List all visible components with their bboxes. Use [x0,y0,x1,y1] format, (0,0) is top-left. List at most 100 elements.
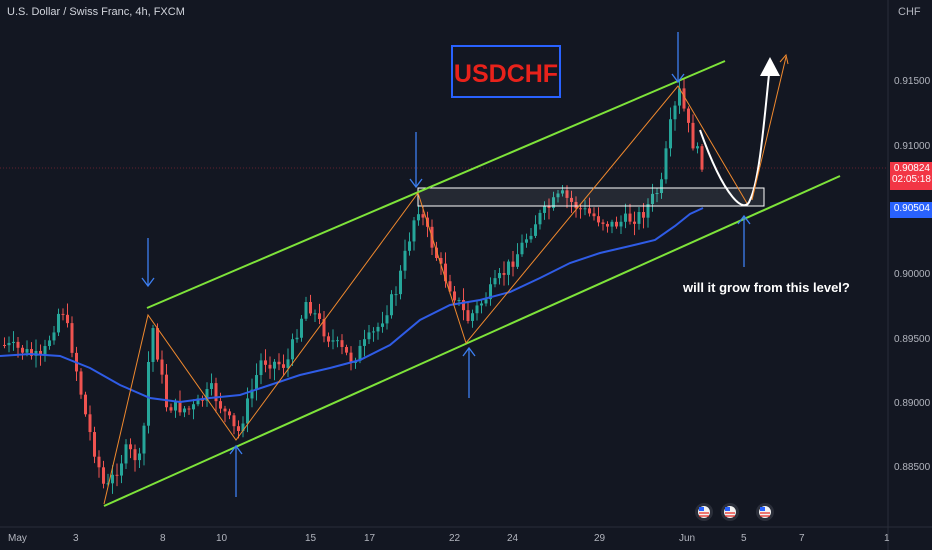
chart-title: USDCHF [454,60,558,88]
candle-body [291,339,294,360]
candle-body [16,341,20,348]
candle-body [250,389,254,399]
candle-body [624,213,627,222]
candle-countdown: 02:05:18 [892,174,931,185]
candle-body [241,423,245,432]
candle-body [583,208,587,210]
candle-body [651,193,654,205]
candle-body [475,305,479,314]
candle-body [309,302,312,314]
candle-body [3,345,6,346]
candle-body [151,328,155,362]
candle-body [336,340,339,342]
price-tick: 0.88500 [894,462,931,473]
candle-body [444,263,447,282]
candle-body [273,361,276,369]
time-tick: 17 [364,533,376,544]
candle-body [295,337,299,340]
candle-body [183,408,186,413]
candle-body [543,205,546,213]
time-tick: May [8,533,27,544]
candle-body [313,313,317,315]
candle-body [205,389,209,401]
candle-body [399,270,402,295]
candle-body [448,281,452,292]
price-tick: 0.90000 [894,269,931,280]
ma-line [0,207,704,404]
candle-body [232,415,236,427]
candle-body [214,383,218,402]
candle-body [376,326,380,332]
projection-curve [699,64,771,207]
current-price-value: 0.90824 [893,163,930,174]
candle-body [363,339,366,346]
time-tick: 3 [73,533,79,544]
candle-body [646,204,650,218]
candle-body [574,201,578,209]
projection-alt-line [751,56,787,201]
candle-body [124,444,128,464]
candle-body [435,247,438,259]
candle-body [52,332,56,341]
price-tick: 0.91500 [894,76,931,87]
candle-body [300,318,303,338]
candle-body [70,323,74,353]
candle-body [111,474,114,484]
candle-body [619,221,623,227]
candle-body [457,300,461,302]
us-flag-icon[interactable] [695,503,713,521]
candle-body [565,190,569,198]
candle-body [606,223,609,227]
candle-body [57,313,60,333]
price-tick: 0.89500 [894,334,931,345]
currency-label: CHF [898,6,921,18]
candle-body [381,323,384,327]
candle-body [502,273,506,275]
candle-body [367,332,371,340]
channel-upper-line [146,60,726,309]
time-tick: Jun [679,533,695,544]
candle-body [115,474,119,476]
candle-body [156,328,159,360]
us-flag-icon[interactable] [756,503,774,521]
candle-body [255,375,258,390]
candle-body [84,394,87,415]
us-flag-icon[interactable] [721,503,739,521]
candle-body [349,352,353,363]
price-tick: 0.91000 [894,141,931,152]
candle-body [498,273,501,279]
candle-body [228,411,231,416]
time-tick: 7 [799,533,805,544]
candle-body [30,349,33,356]
candle-body [597,216,600,223]
candle-body [439,258,443,264]
candle-body [507,261,510,275]
candle-body [237,426,240,432]
title-box [451,45,561,98]
candle-body [372,331,375,333]
candle-body [691,122,695,149]
candle-body [421,214,425,218]
candle-body [196,398,200,405]
candle-body [601,222,605,224]
candle-body [610,221,614,227]
candle-body [394,294,398,296]
candle-body [39,350,42,355]
symbol-label[interactable]: U.S. Dollar / Swiss Franc, 4h, FXCM [7,6,185,18]
candle-body [489,284,492,300]
candle-body [642,212,645,218]
candle-body [187,408,191,410]
candle-body [493,278,497,285]
candle-body [534,224,537,236]
time-tick: 5 [741,533,747,544]
candle-body [66,314,69,324]
time-tick: 8 [160,533,166,544]
candle-body [264,360,267,365]
candle-body [165,374,168,408]
candle-body [453,291,456,301]
candle-body [79,371,83,395]
time-tick: 22 [449,533,461,544]
candle-body [633,221,636,224]
candle-body [340,340,344,348]
